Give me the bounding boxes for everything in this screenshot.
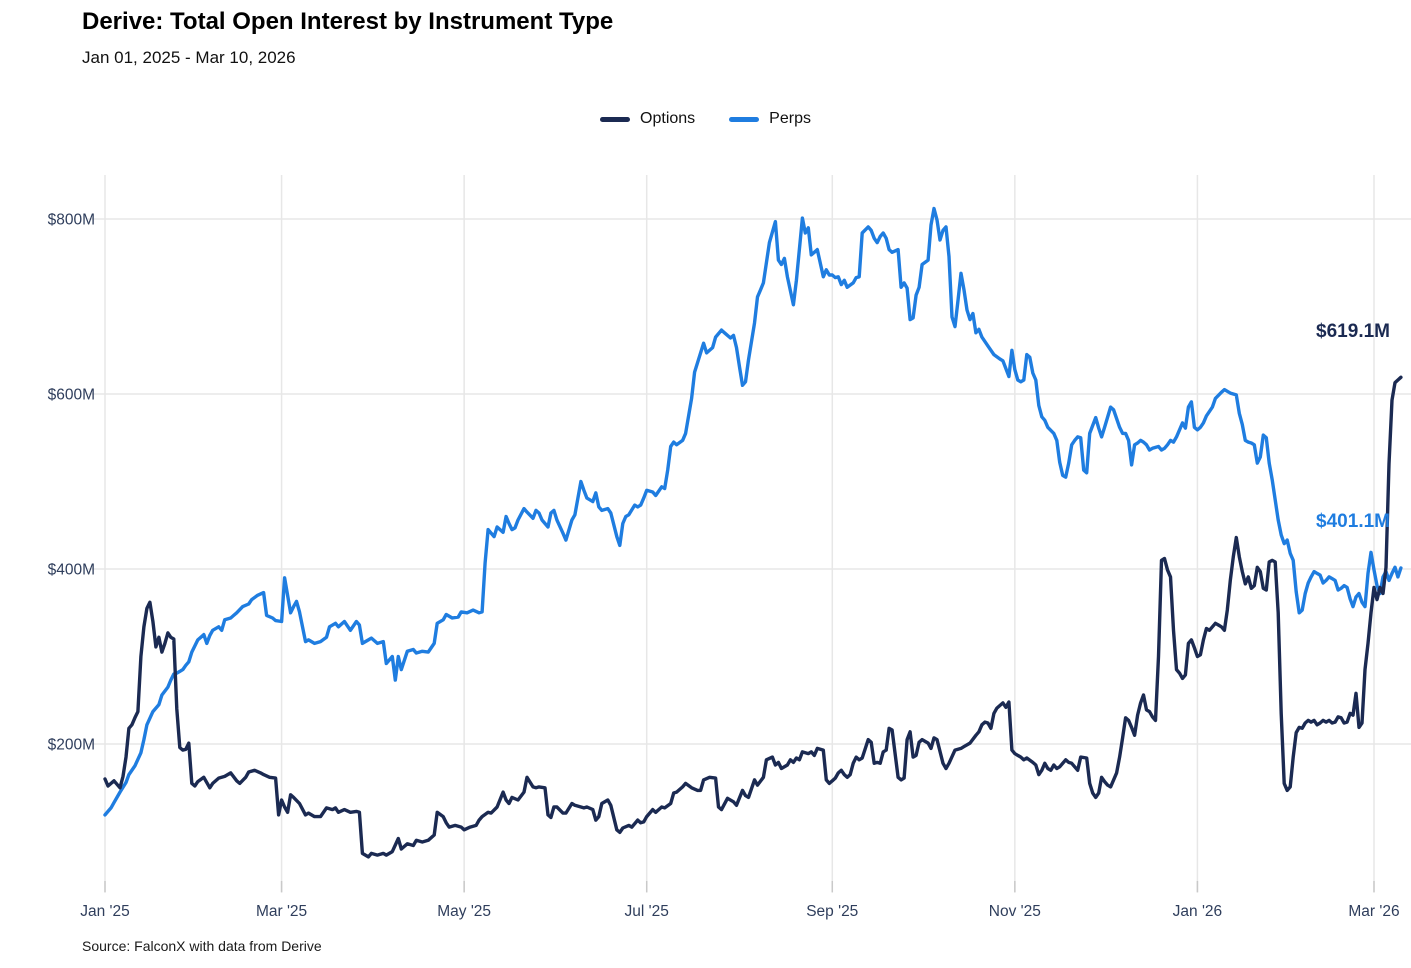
x-axis-tick-label: Sep '25 <box>806 903 858 920</box>
options-final-value-label: $619.1M <box>1316 321 1390 342</box>
x-axis-tick-label: Nov '25 <box>989 903 1041 920</box>
perps-series-line <box>103 206 1403 817</box>
perps-final-value-label: $401.1M <box>1316 511 1390 532</box>
legend-item-options: Options <box>600 110 695 128</box>
chart-subtitle: Jan 01, 2025 - Mar 10, 2026 <box>82 48 296 67</box>
x-axis-tick-label: Jan '26 <box>1173 903 1223 920</box>
x-axis-tick-label: Jul '25 <box>625 903 669 920</box>
x-axis-tick-label: May '25 <box>437 903 491 920</box>
perps-line-swatch-icon <box>729 116 760 122</box>
y-axis-tick-label: $400M <box>48 562 95 579</box>
legend: Options Perps <box>0 110 1411 128</box>
y-axis-tick-label: $200M <box>48 737 95 754</box>
x-axis-tick-label: Mar '25 <box>256 903 307 920</box>
legend-label-perps: Perps <box>769 110 811 127</box>
options-series-line <box>103 375 1403 859</box>
options-line-swatch-icon <box>600 116 631 122</box>
chart-title: Derive: Total Open Interest by Instrumen… <box>82 8 614 35</box>
legend-label-options: Options <box>640 110 696 127</box>
legend-item-perps: Perps <box>729 110 811 128</box>
x-axis-tick-label: Jan '25 <box>80 903 130 920</box>
source-attribution: Source: FalconX with data from Derive <box>82 938 322 954</box>
y-axis-tick-label: $800M <box>48 212 95 229</box>
y-axis-tick-label: $600M <box>48 387 95 404</box>
x-axis-tick-label: Mar '26 <box>1348 903 1399 920</box>
